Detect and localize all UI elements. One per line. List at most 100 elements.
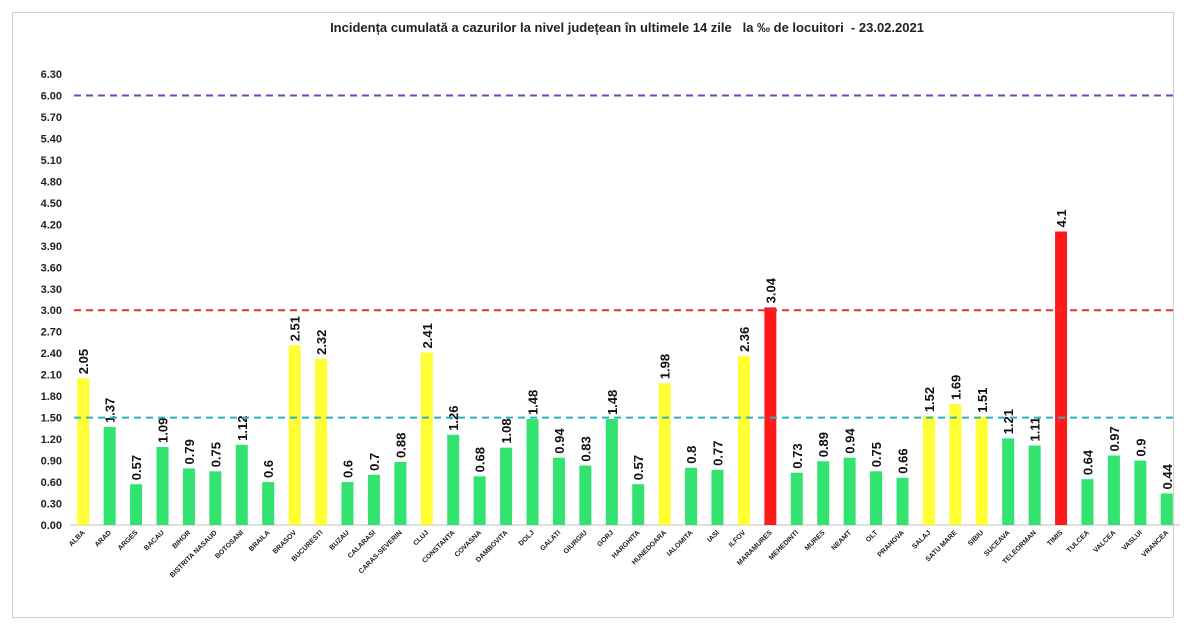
y-tick-label: 0.00	[41, 520, 62, 532]
x-tick-label: SALAJ	[911, 529, 932, 550]
y-tick-label: 3.60	[41, 262, 62, 274]
y-tick-label: 2.70	[41, 327, 62, 339]
bar	[341, 482, 354, 525]
x-tick-label: ILFOV	[728, 529, 748, 549]
data-label: 1.51	[975, 388, 990, 413]
data-label: 2.32	[314, 330, 329, 355]
y-tick-label: 2.40	[41, 348, 62, 360]
bar	[1002, 438, 1015, 525]
y-tick-label: 1.50	[41, 413, 62, 425]
bar	[1107, 455, 1120, 525]
bar	[182, 468, 195, 525]
data-label: 1.12	[235, 416, 250, 441]
x-tick-label: SIBIU	[967, 529, 985, 547]
x-tick-label: VRANCEA	[1141, 529, 1170, 558]
x-tick-label: DOLJ	[518, 529, 536, 547]
data-label: 2.41	[420, 323, 435, 348]
data-label: 0.94	[552, 428, 567, 454]
data-label: 0.6	[261, 460, 276, 478]
bar	[552, 457, 565, 525]
data-label: 1.21	[1001, 409, 1016, 434]
chart-title: Incidența cumulată a cazurilor la nivel …	[330, 20, 924, 35]
bar	[1134, 460, 1147, 525]
data-label: 4.1	[1054, 209, 1069, 227]
y-tick-label: 6.00	[41, 90, 62, 102]
x-tick-label: PRAHOVA	[877, 529, 906, 558]
bar	[896, 477, 909, 525]
x-tick-label: BISTRITA NASAUD	[169, 529, 219, 579]
y-tick-label: 3.30	[41, 284, 62, 296]
data-label: 1.08	[499, 418, 514, 443]
x-tick-label: BOTOSANI	[214, 529, 245, 560]
x-tick-label: ALBA	[68, 529, 87, 548]
bar	[262, 482, 275, 525]
bar	[1081, 479, 1094, 525]
bar	[500, 447, 513, 525]
data-label: 0.64	[1081, 449, 1096, 475]
data-label: 0.75	[869, 442, 884, 467]
y-tick-label: 3.90	[41, 241, 62, 253]
bar	[975, 416, 988, 525]
y-tick-label: 4.50	[41, 198, 62, 210]
bar	[843, 457, 856, 525]
bar	[632, 484, 645, 525]
bar	[817, 461, 830, 525]
x-tick-label: NEAMT	[831, 529, 854, 552]
x-tick-label: BUZAU	[329, 529, 351, 551]
bar	[526, 419, 539, 525]
x-tick-label: MURES	[804, 529, 827, 552]
x-tick-label: GALATI	[539, 529, 562, 552]
data-label: 0.79	[182, 439, 197, 464]
data-label: 2.36	[737, 327, 752, 352]
x-tick-label: BRASOV	[272, 529, 298, 555]
x-tick-label: ARGES	[117, 529, 140, 552]
data-label: 0.88	[393, 433, 408, 458]
x-tick-label: TULCEA	[1066, 529, 1091, 554]
bar	[949, 404, 962, 525]
x-tick-label: VALCEA	[1092, 529, 1117, 554]
bar	[1055, 231, 1068, 525]
y-tick-label: 0.90	[41, 456, 62, 468]
bar	[1160, 493, 1173, 525]
bar	[1028, 445, 1041, 525]
y-tick-label: 5.10	[41, 155, 62, 167]
x-tick-label: OLT	[865, 529, 880, 544]
x-tick-label: BACAU	[143, 529, 166, 552]
x-tick-label: IASI	[706, 529, 721, 544]
bar	[922, 416, 935, 525]
data-label: 1.09	[156, 418, 171, 443]
data-label: 0.94	[843, 428, 858, 454]
data-label: 0.66	[896, 448, 911, 473]
data-label: 0.57	[129, 455, 144, 480]
y-tick-label: 3.00	[41, 305, 62, 317]
x-tick-label: CLUJ	[412, 529, 430, 547]
y-tick-label: 2.10	[41, 370, 62, 382]
data-label: 0.8	[684, 446, 699, 464]
y-tick-label: 1.20	[41, 434, 62, 446]
data-label: 0.97	[1107, 426, 1122, 451]
data-label: 0.68	[473, 447, 488, 472]
data-label: 0.6	[341, 460, 356, 478]
y-tick-label: 0.30	[41, 499, 62, 511]
x-tick-label: VASLUI	[1121, 529, 1144, 552]
x-tick-label: TIMIS	[1046, 529, 1064, 547]
x-tick-label: IALOMITA	[666, 529, 695, 558]
bar	[77, 378, 90, 525]
y-tick-label: 5.70	[41, 112, 62, 124]
x-tick-label: ARAD	[94, 529, 113, 548]
x-tick-label: SUCEAVA	[983, 529, 1011, 557]
bar	[103, 426, 116, 525]
data-label: 1.48	[526, 390, 541, 415]
y-tick-label: 6.30	[41, 69, 62, 81]
bar	[685, 467, 698, 525]
x-tick-label: BIHOR	[171, 529, 192, 550]
data-label: 0.7	[367, 453, 382, 471]
data-label: 3.04	[763, 277, 778, 303]
data-label: 1.52	[922, 387, 937, 412]
bar	[870, 471, 883, 525]
data-label: 0.57	[631, 455, 646, 480]
data-label: 0.73	[790, 443, 805, 468]
bar	[130, 484, 143, 525]
data-label: 2.05	[76, 349, 91, 374]
